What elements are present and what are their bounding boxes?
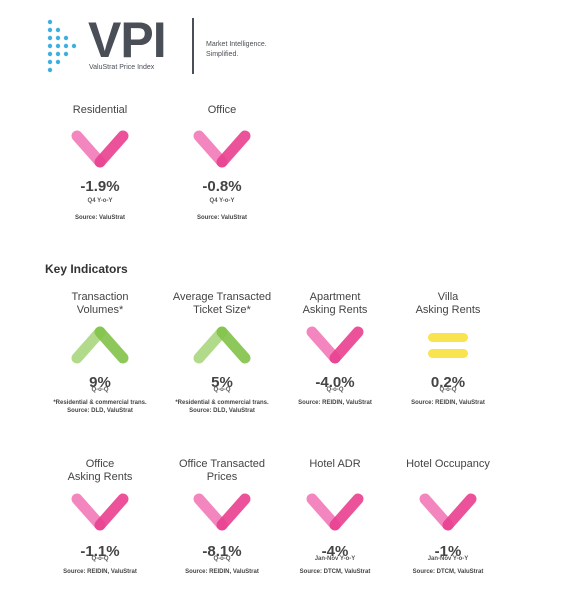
item-period: Q-o-Q	[91, 556, 109, 562]
trend-icon	[428, 333, 468, 358]
item-period: Q-o-Q	[213, 387, 231, 393]
item-label: Hotel ADR	[309, 458, 361, 470]
tagline-line: Simplified.	[206, 51, 239, 58]
item-note: Source: REIDIN, ValuStrat	[63, 569, 137, 575]
item-note: Source: REIDIN, ValuStrat	[298, 400, 372, 406]
logo-dots	[47, 19, 77, 73]
item-value: 5%	[211, 374, 233, 391]
item-label: Ticket Size*	[193, 304, 251, 316]
item-period: Jan-Nov Y-o-Y	[427, 556, 469, 562]
divider	[192, 18, 194, 74]
item-value: 9%	[89, 374, 111, 391]
item-label: Average Transacted	[172, 291, 272, 303]
item-period: Q4 Y-o-Y	[87, 198, 113, 204]
item-label: Prices	[206, 471, 238, 483]
item-label: Asking Rents	[415, 304, 481, 316]
trend-icon	[71, 493, 129, 531]
item-label: Hotel Occupancy	[406, 458, 490, 470]
item-label: Office Transacted	[178, 458, 265, 470]
item-note: Source: REIDIN, ValuStrat	[411, 400, 485, 406]
item-note: Source: DLD, ValuStrat	[189, 408, 255, 414]
trend-icon	[419, 493, 477, 531]
trend-icon	[306, 493, 364, 531]
trend-icon	[193, 493, 251, 531]
item-note: *Residential & commercial trans.	[53, 400, 147, 406]
section-heading: Key Indicators	[45, 262, 128, 276]
logo-subtitle: ValuStrat Price Index	[89, 64, 155, 71]
item-period: Q-o-Q	[439, 387, 457, 393]
item-label: Office	[207, 104, 237, 116]
item-label: Residential	[72, 104, 128, 116]
trend-icon	[71, 326, 129, 364]
item-note: Source: REIDIN, ValuStrat	[185, 569, 259, 575]
item-period: Q-o-Q	[91, 387, 109, 393]
item-note: Source: ValuStrat	[196, 215, 247, 221]
tagline: Market Intelligence. Simplified.	[206, 40, 267, 60]
item-note: Source: DTCM, ValuStrat	[299, 569, 371, 575]
item-value: -1.9%	[80, 178, 120, 195]
trend-icon	[306, 326, 364, 364]
trend-icon	[193, 326, 251, 364]
item-period: Q-o-Q	[326, 387, 344, 393]
item-label: Volumes*	[76, 304, 124, 316]
item-note: Source: DTCM, ValuStrat	[412, 569, 484, 575]
item-value: 0.2%	[430, 374, 466, 391]
item-label: Villa	[437, 291, 459, 303]
trend-icon	[193, 130, 251, 168]
item-label: Transaction	[71, 291, 129, 303]
item-value: -1%	[434, 543, 462, 560]
item-period: Q-o-Q	[213, 556, 231, 562]
item-value: -4%	[321, 543, 349, 560]
tagline-line: Market Intelligence.	[206, 41, 267, 48]
item-value: -0.8%	[202, 178, 242, 195]
item-period: Q4 Y-o-Y	[209, 198, 235, 204]
item-note: Source: DLD, ValuStrat	[67, 408, 133, 414]
item-label: Office	[85, 458, 115, 470]
logo-title: VPI	[88, 12, 167, 68]
item-value: -8.1%	[202, 543, 242, 560]
item-period: Jan-Nov Y-o-Y	[314, 556, 356, 562]
item-label: Apartment	[309, 291, 361, 303]
item-value: -1.1%	[80, 543, 120, 560]
item-value: -4.0%	[315, 374, 355, 391]
trend-icon	[71, 130, 129, 168]
item-label: Asking Rents	[67, 471, 133, 483]
item-label: Asking Rents	[302, 304, 368, 316]
item-note: *Residential & commercial trans.	[175, 400, 269, 406]
item-note: Source: ValuStrat	[74, 215, 125, 221]
